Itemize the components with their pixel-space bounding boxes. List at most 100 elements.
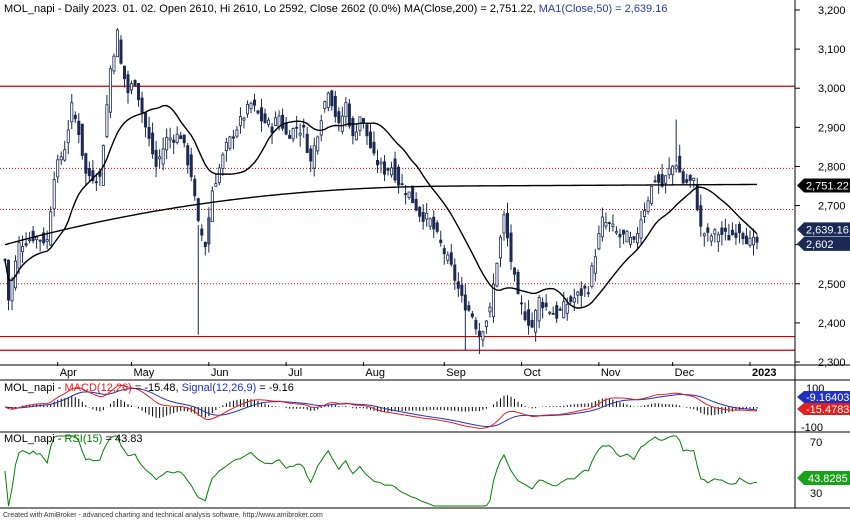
- rsi-tick-70: 70: [810, 437, 822, 449]
- candle-body: [105, 104, 109, 137]
- candle-body: [688, 174, 692, 181]
- candle-body: [491, 283, 495, 318]
- candle-body: [270, 126, 274, 134]
- candle-body: [84, 153, 88, 174]
- candle-body: [274, 117, 278, 126]
- candle-body: [446, 254, 450, 261]
- candle-body: [291, 128, 295, 140]
- candle-body: [716, 234, 720, 243]
- candle-body: [407, 191, 411, 199]
- candle-body: [224, 141, 228, 152]
- candle-body: [516, 271, 520, 295]
- candle-body: [137, 83, 141, 101]
- candle-body: [537, 297, 541, 322]
- candle-body: [404, 193, 408, 196]
- candle-body: [238, 116, 242, 126]
- candle-body: [281, 114, 285, 129]
- candle-body: [590, 265, 594, 288]
- candle-body: [112, 55, 116, 72]
- candle-body: [611, 223, 615, 228]
- candle-body: [706, 227, 710, 233]
- candle-body: [576, 291, 580, 296]
- rsi-title: MOL_napi - RSI(15) = 43.83: [4, 433, 143, 445]
- candle-body: [467, 305, 471, 311]
- candle-body: [748, 237, 752, 246]
- candle-body: [551, 313, 555, 315]
- candle-body: [628, 236, 632, 245]
- candle-body: [755, 236, 759, 243]
- candle-body: [604, 221, 608, 227]
- candle-body: [140, 97, 144, 113]
- candle-body: [583, 285, 587, 289]
- rsi-pane: [4, 435, 758, 507]
- candle-body: [681, 171, 685, 184]
- candle-body: [38, 239, 42, 242]
- candle-body: [562, 301, 566, 319]
- candle-body: [309, 148, 313, 162]
- candle-body: [330, 90, 334, 107]
- candle-body: [730, 229, 734, 236]
- macd-line: [4, 384, 758, 429]
- candle-body: [386, 167, 390, 171]
- candle-body: [558, 308, 562, 311]
- candle-body: [351, 118, 355, 137]
- time-tick-label: Nov: [601, 367, 621, 379]
- candle-body: [484, 320, 488, 328]
- last-close-tag-text: 2,602: [806, 239, 834, 251]
- candle-body: [643, 210, 647, 218]
- candle-body: [302, 124, 306, 128]
- macd-value-tag: [797, 403, 850, 415]
- candle-body: [383, 161, 387, 175]
- candle-body: [513, 267, 517, 275]
- price-title: MOL_napi - Daily 2023. 01. 02. Open 2610…: [4, 3, 667, 15]
- candle-body: [379, 161, 383, 165]
- candle-body: [305, 133, 309, 153]
- candle-body: [252, 99, 256, 106]
- macd-signal-line: [4, 388, 758, 428]
- macd-title: MOL_napi - MACD(12,26) = -15.48, Signal(…: [4, 382, 294, 394]
- candle-body: [421, 211, 425, 222]
- candle-body: [741, 232, 745, 240]
- candle-body: [530, 319, 534, 328]
- candle-body: [354, 131, 358, 141]
- candle-body: [607, 222, 611, 224]
- rsi-tick-30: 30: [810, 488, 822, 500]
- candle-body: [161, 148, 165, 165]
- candle-body: [368, 131, 372, 149]
- candle-body: [660, 174, 664, 187]
- candle-body: [695, 185, 699, 211]
- candle-body: [210, 190, 214, 223]
- rsi-value-tag: [797, 471, 850, 485]
- candle-body: [144, 112, 148, 128]
- candle-body: [667, 167, 671, 176]
- candle-body: [31, 230, 35, 242]
- candle-body: [337, 111, 341, 124]
- candle-body: [217, 167, 221, 184]
- candle-body: [284, 122, 288, 135]
- macd-tick-minus100: -100: [801, 422, 823, 434]
- candle-body: [375, 160, 379, 166]
- candle-body: [639, 219, 643, 239]
- candle-body: [154, 149, 158, 167]
- candle-body: [298, 132, 302, 136]
- candle-body: [147, 126, 151, 139]
- candle-body: [365, 124, 369, 137]
- candle-body: [685, 179, 689, 183]
- candle-body: [579, 288, 583, 296]
- candle-body: [657, 174, 661, 183]
- candle-body: [21, 246, 25, 253]
- candle-body: [49, 211, 53, 246]
- candle-body: [506, 212, 510, 239]
- candle-body: [456, 281, 460, 289]
- candle-body: [91, 170, 95, 182]
- candle-body: [63, 149, 67, 161]
- candle-body: [3, 258, 7, 261]
- candle-body: [228, 136, 232, 149]
- candle-body: [586, 292, 590, 295]
- candle-body: [235, 129, 239, 137]
- candle-body: [158, 156, 162, 160]
- rsi-value-tag-text: 43.8285: [808, 473, 848, 485]
- candle-body: [35, 236, 39, 240]
- candle-body: [56, 159, 60, 178]
